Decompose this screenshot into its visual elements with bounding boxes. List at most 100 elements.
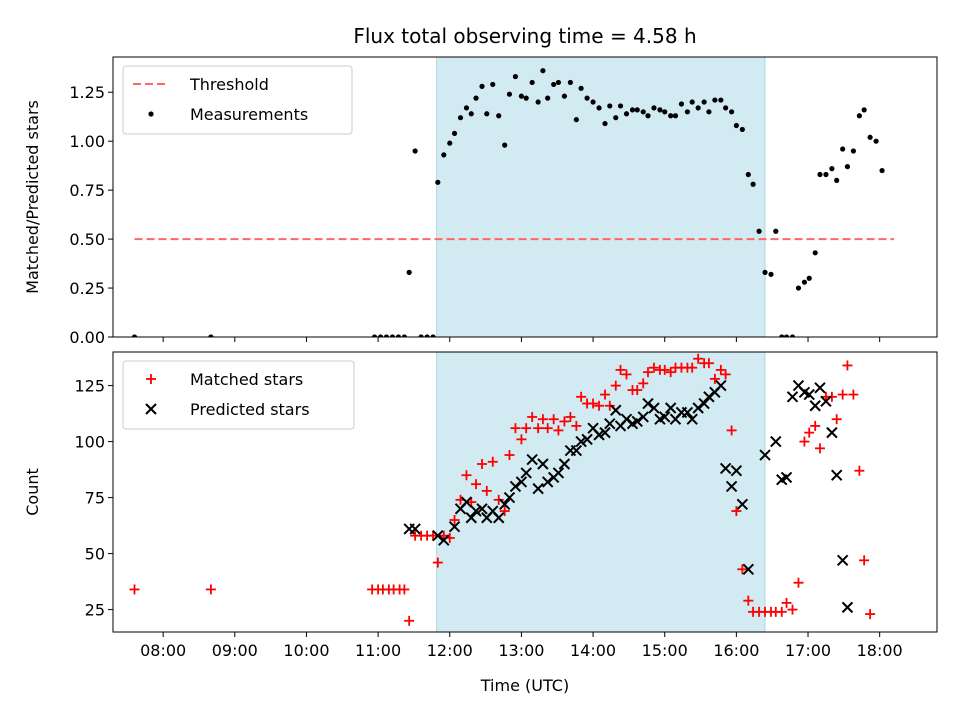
matched-star-point [604,400,615,411]
matched-star-point [504,450,515,461]
y-tick-label: 0.75 [69,181,105,200]
y-tick-label: 100 [74,433,105,452]
measurement-point [867,134,873,140]
y-tick-label: 1.00 [69,132,105,151]
x-tick-label: 16:00 [713,641,759,660]
predicted-star-point [830,469,843,481]
measurement-point [607,103,613,109]
measurement-point [695,105,701,111]
predicted-star-point [460,496,473,508]
measurement-point [701,99,707,105]
x-tick-label: 14:00 [570,641,616,660]
legend: Matched stars Predicted stars [122,360,355,430]
y-tick-label: 75 [85,489,105,508]
matched-star-point [499,506,510,517]
axes-frame [112,351,938,633]
matched-star-point [837,389,848,400]
measurement-point [602,120,608,127]
predicted-star-point [599,426,611,439]
measurement-point [668,113,674,119]
measurement-point [812,250,818,256]
y-tick-label: 1.25 [69,83,105,102]
measurement-point [555,79,562,86]
y-tick-label: 0.00 [69,328,105,347]
predicted-star-point [532,482,544,495]
matched-star-point [776,606,787,617]
x-axis-title: Time (UTC) [480,676,569,695]
x-tick-label: 09:00 [212,641,258,660]
measurement-point [371,334,378,337]
y-tick-label: 50 [85,545,105,564]
measurement-point [383,334,390,337]
matched-star-point [516,434,527,445]
measurement-point [578,85,584,91]
predicted-star-point [631,415,643,428]
measurement-point [551,81,557,88]
legend-label: Threshold [189,75,269,94]
x-tick-label: 17:00 [785,641,831,660]
matched-star-point [565,411,576,422]
measurement-point [584,95,590,101]
x-tick-label: 10:00 [283,641,329,660]
measurement-point [377,334,384,337]
measurement-point [451,130,458,136]
matched-star-point [781,597,792,608]
predicted-star-point [715,379,727,392]
predicted-star-point [725,480,738,493]
legend-label: Predicted stars [190,400,310,419]
matched-star-point [533,423,544,434]
matched-star-point [743,595,754,606]
matched-star-point [865,609,876,620]
measurement-point [573,117,579,123]
predicted-star-point [620,413,633,425]
legend-predicted-swatch [145,403,157,415]
measurement-point [463,105,470,111]
measurement-point [441,152,447,158]
predicted-star-point [681,406,694,419]
predicted-star-point [520,467,532,479]
matched-star-point [610,380,621,391]
legend-box [122,360,355,430]
predicted-star-point [648,402,660,414]
matched-star-point [466,497,477,508]
predicted-star-point [803,388,815,401]
measurement-point [756,228,762,234]
matched-star-point [787,604,798,615]
predicted-star-point [742,563,755,575]
measurement-point [484,111,490,117]
predicted-star-point [509,480,522,493]
measurement-point [795,285,802,291]
measurement-point [684,109,691,115]
measurement-point [844,164,851,170]
matched-star-point [665,367,676,378]
predicted-star-point [570,444,583,457]
matched-star-point [542,423,553,434]
x-tick-label: 11:00 [355,641,401,660]
measurement-point [651,105,657,111]
matched-star-point [129,584,140,595]
x-tick-label: 15:00 [642,641,688,660]
legend-measurement-swatch [148,111,154,117]
measurement-point [629,107,636,113]
measurement-point [518,93,525,99]
matched-star-point [859,555,870,566]
measurement-point [545,95,551,101]
predicted-star-point [593,429,605,441]
measurement-point [723,105,729,111]
legend-box [122,65,353,135]
plot-area [129,353,876,626]
predicted-star-point [703,391,715,403]
measurement-point [596,105,602,111]
measurement-point [512,73,519,80]
matched-star-point [493,494,504,505]
measurement-point [750,181,756,187]
predicted-star-point [515,476,528,488]
predicted-star-point [498,498,511,511]
predicted-star-point [637,411,649,423]
measurement-point [801,279,808,285]
measurement-point [567,79,573,86]
predicted-star-point [526,453,538,466]
measurement-point [662,109,668,115]
x-tick-label: 18:00 [857,641,903,660]
